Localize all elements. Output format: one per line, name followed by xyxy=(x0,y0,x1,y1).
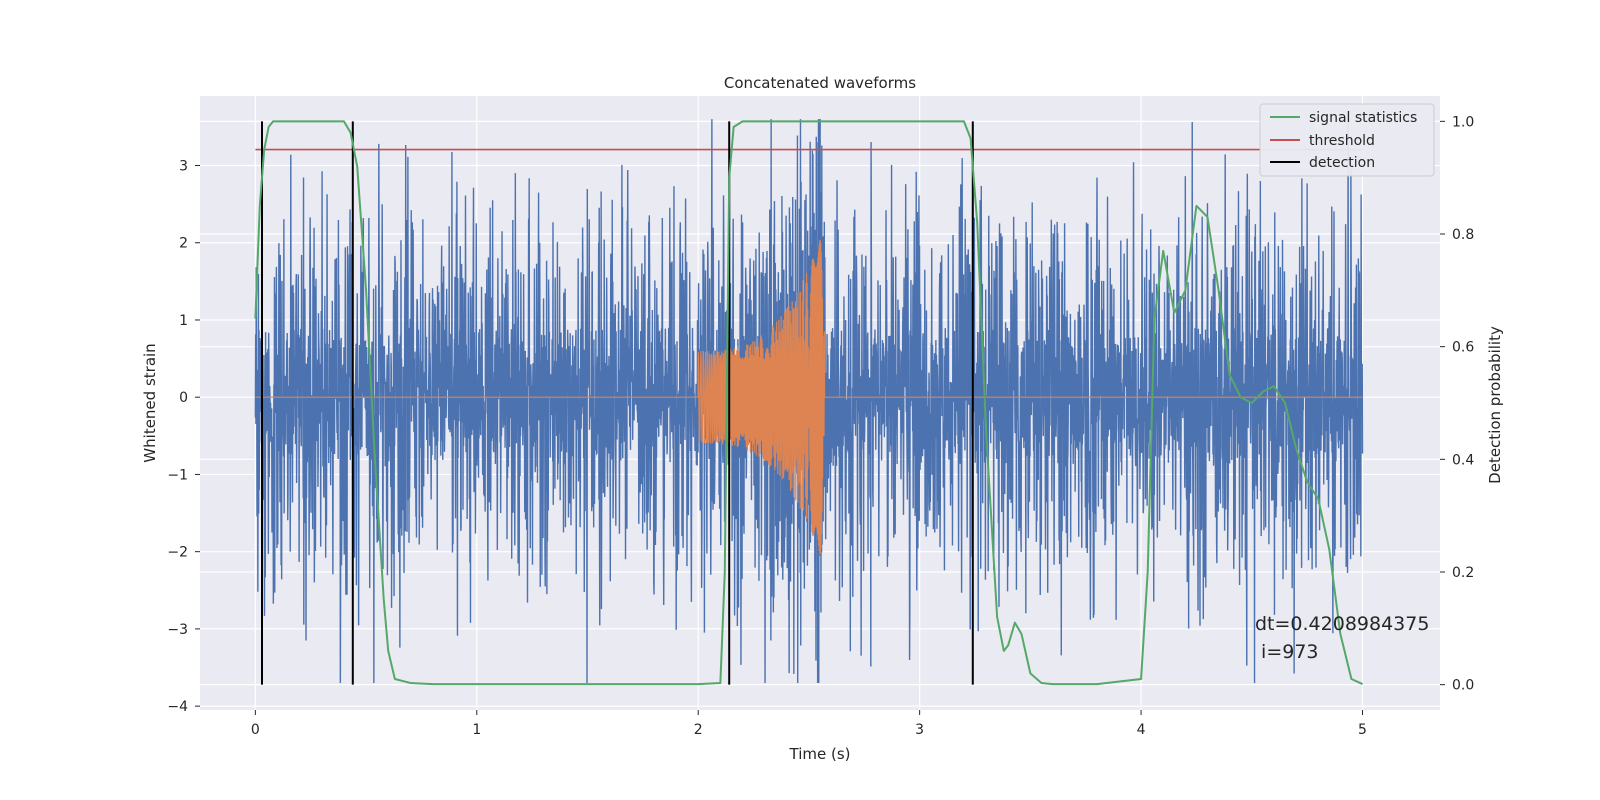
y-tick-label: 1 xyxy=(179,313,188,329)
y2-tick-label: 0.2 xyxy=(1452,565,1474,581)
annotation-dt: dt=0.4208984375 xyxy=(1255,613,1429,635)
x-tick-label: 3 xyxy=(915,722,924,738)
y-tick-label: 3 xyxy=(179,159,188,175)
y2-tick-label: 1.0 xyxy=(1452,114,1474,130)
x-tick-label: 4 xyxy=(1137,722,1146,738)
injection-line xyxy=(255,239,1363,555)
y-tick-label: −4 xyxy=(167,699,188,715)
x-axis-label: Time (s) xyxy=(789,745,851,763)
y2-tick-label: 0.6 xyxy=(1452,340,1474,356)
x-tick-label: 1 xyxy=(472,722,481,738)
y-tick-label: 2 xyxy=(179,236,188,252)
y-tick-label: −3 xyxy=(167,622,188,638)
annotation-index: i=973 xyxy=(1255,641,1319,663)
y2-tick-label: 0.0 xyxy=(1452,678,1474,694)
legend-label-threshold: threshold xyxy=(1309,133,1375,149)
legend-box xyxy=(1259,103,1435,177)
x-tick-label: 0 xyxy=(251,722,260,738)
x-tick-label: 5 xyxy=(1358,722,1367,738)
injection-series xyxy=(255,239,1363,555)
legend: signal statistics threshold detection xyxy=(1259,103,1435,177)
y-tick-label: −2 xyxy=(167,545,188,561)
axis-ticks: 0 1 2 3 4 5 −4 −3 −2 −1 0 1 2 3 0.0 0.2 0.4 0.6 0.8 1.0 xyxy=(167,114,1474,738)
y2-tick-label: 0.4 xyxy=(1452,452,1474,468)
signal-statistics-line xyxy=(254,120,1363,686)
y2-axis-label: Detection probability xyxy=(1486,326,1504,484)
y-axis-label: Whitened strain xyxy=(141,343,159,462)
y-tick-label: −1 xyxy=(167,467,188,483)
y-tick-label: 0 xyxy=(179,390,188,406)
legend-label-signal-statistics: signal statistics xyxy=(1309,110,1417,126)
legend-label-detection: detection xyxy=(1309,155,1375,171)
signal-statistics-series xyxy=(254,120,1363,686)
y2-tick-label: 0.8 xyxy=(1452,227,1474,243)
chart-title: Concatenated waveforms xyxy=(724,74,916,92)
x-tick-label: 2 xyxy=(694,722,703,738)
